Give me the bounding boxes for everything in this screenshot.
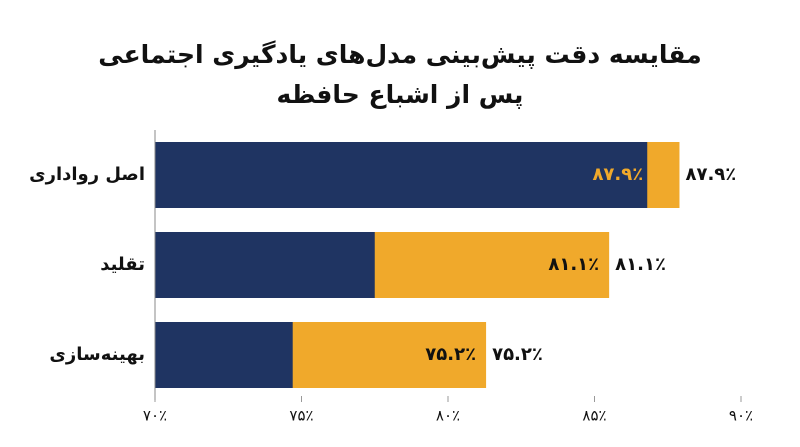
bar-label-inner: ۸۷.۹٪ — [592, 164, 643, 185]
x-tick-label: ۸۰٪ — [436, 407, 460, 425]
x-tick-label: ۷۵٪ — [289, 407, 313, 425]
bar-label: ۸۱.۱٪ — [615, 254, 666, 275]
x-tick-label: ۹۰٪ — [729, 407, 753, 425]
category-label: تقلید — [100, 254, 145, 275]
chart-title: مقایسه دقت پیش‌بینی مدل‌های یادگیری اجتم… — [98, 40, 701, 70]
bar — [155, 232, 375, 298]
category-label: بهینه‌سازی — [49, 344, 145, 365]
bar-label-inner: ۷۵.۲٪ — [425, 344, 476, 365]
bar-label: ۷۵.۲٪ — [492, 344, 543, 365]
bar — [155, 322, 293, 388]
bar-label: ۸۷.۹٪ — [685, 164, 736, 185]
bar — [155, 142, 648, 208]
x-tick-label: ۷۰٪ — [143, 407, 167, 425]
x-tick-label: ۸۵٪ — [582, 407, 606, 425]
category-label: اصل رواداری — [29, 164, 145, 185]
bar-label-inner: ۸۱.۱٪ — [548, 254, 599, 275]
chart-subtitle: پس از اشباع حافظه — [277, 80, 524, 109]
